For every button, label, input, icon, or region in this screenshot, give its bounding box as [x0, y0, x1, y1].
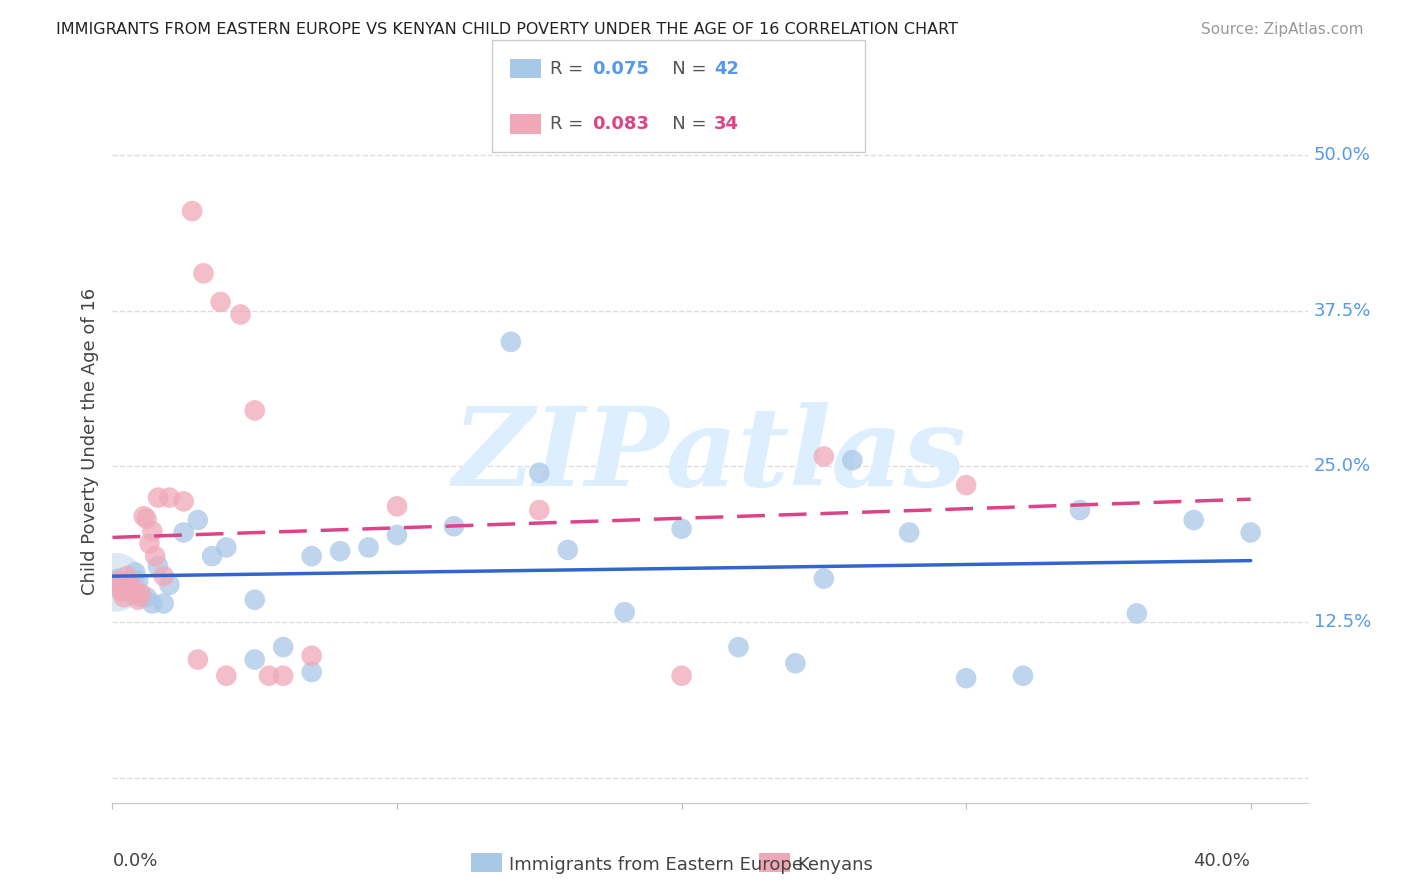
Point [110, 584, 132, 599]
Point [146, 491, 169, 505]
Text: Immigrants from Eastern Europe: Immigrants from Eastern Europe [509, 856, 803, 874]
Point [329, 544, 352, 558]
Y-axis label: Child Poverty Under the Age of 16: Child Poverty Under the Age of 16 [80, 288, 98, 595]
Point [104, 578, 127, 592]
Point [138, 537, 160, 551]
Point [104, 575, 127, 590]
Point [257, 669, 280, 683]
Point [121, 582, 143, 596]
Point [157, 578, 180, 592]
Point [243, 652, 266, 666]
Point [385, 500, 408, 514]
Point [215, 541, 238, 555]
Point [1012, 669, 1035, 683]
Point [209, 295, 232, 310]
Text: R =: R = [550, 115, 589, 133]
Point [955, 671, 977, 685]
Point [813, 450, 835, 464]
Point [107, 574, 129, 588]
Point [201, 549, 224, 563]
Point [243, 403, 266, 417]
Text: 40.0%: 40.0% [1194, 852, 1250, 870]
Point [229, 308, 252, 322]
Point [215, 669, 238, 683]
Point [301, 665, 323, 679]
Point [841, 453, 863, 467]
Point [193, 266, 215, 280]
Point [152, 597, 174, 611]
Point [157, 491, 180, 505]
Point [173, 525, 195, 540]
Point [443, 519, 465, 533]
Point [118, 575, 141, 590]
Text: 0.083: 0.083 [592, 115, 650, 133]
Point [129, 586, 152, 600]
Point [271, 640, 294, 654]
Point [187, 513, 209, 527]
Text: 37.5%: 37.5% [1313, 301, 1371, 319]
Text: ZIPatlas: ZIPatlas [453, 402, 967, 509]
Point [187, 652, 209, 666]
Point [243, 592, 266, 607]
Point [110, 578, 132, 592]
Point [181, 204, 204, 219]
Point [727, 640, 749, 654]
Point [529, 466, 551, 480]
Point [671, 669, 693, 683]
Point [152, 569, 174, 583]
Point [146, 559, 169, 574]
Point [1126, 607, 1149, 621]
Text: N =: N = [655, 60, 713, 78]
Point [132, 509, 155, 524]
Point [135, 512, 157, 526]
Text: Source: ZipAtlas.com: Source: ZipAtlas.com [1201, 22, 1364, 37]
Point [271, 669, 294, 683]
Text: 0.0%: 0.0% [112, 852, 157, 870]
Point [115, 569, 138, 583]
Point [121, 586, 143, 600]
Point [813, 572, 835, 586]
Text: R =: R = [550, 60, 589, 78]
Point [118, 582, 141, 596]
Point [1182, 513, 1205, 527]
Text: N =: N = [655, 115, 713, 133]
Text: 0.075: 0.075 [592, 60, 648, 78]
Point [115, 574, 138, 588]
Point [135, 591, 157, 605]
Point [124, 586, 146, 600]
Point [529, 503, 551, 517]
Point [141, 524, 163, 539]
Point [141, 597, 163, 611]
Text: 42: 42 [714, 60, 740, 78]
Point [127, 592, 149, 607]
Point [301, 648, 323, 663]
Text: IMMIGRANTS FROM EASTERN EUROPE VS KENYAN CHILD POVERTY UNDER THE AGE OF 16 CORRE: IMMIGRANTS FROM EASTERN EUROPE VS KENYAN… [56, 22, 959, 37]
Point [124, 566, 146, 580]
Text: 50.0%: 50.0% [1313, 146, 1371, 164]
Point [301, 549, 323, 563]
Point [112, 591, 135, 605]
Text: Kenyans: Kenyans [797, 856, 873, 874]
Point [129, 591, 152, 605]
Point [385, 528, 408, 542]
Point [1069, 503, 1091, 517]
Point [173, 494, 195, 508]
Point [1240, 525, 1263, 540]
Text: 25.0%: 25.0% [1313, 458, 1371, 475]
Point [357, 541, 380, 555]
Point [557, 542, 579, 557]
Text: 12.5%: 12.5% [1313, 613, 1371, 632]
Point [898, 525, 921, 540]
Point [127, 574, 149, 588]
Text: 34: 34 [714, 115, 740, 133]
Point [107, 572, 129, 586]
Point [785, 657, 807, 671]
Point [671, 522, 693, 536]
Point [955, 478, 977, 492]
Point [143, 549, 166, 563]
Point [499, 334, 522, 349]
Point [613, 605, 636, 619]
